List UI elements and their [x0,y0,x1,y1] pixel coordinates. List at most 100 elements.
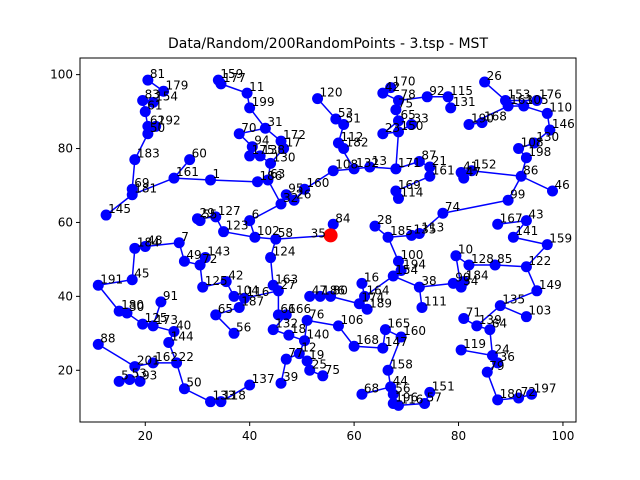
node-point [325,290,337,302]
node-label: 162 [155,350,178,364]
mst-edge [471,169,522,177]
node-label: 122 [528,254,551,268]
node-point [301,355,313,367]
node-label: 151 [432,379,455,393]
y-tick-label: 80 [58,142,73,156]
node-label: 42 [385,80,400,94]
node-label: 135 [502,293,525,307]
node-point [147,96,159,108]
node-point [173,237,185,249]
node-label: 108 [521,136,544,150]
node-point [502,100,514,112]
node-point [275,198,287,210]
node-point [252,176,264,188]
node-point [168,325,180,337]
node-point [254,150,266,162]
node-label: 137 [252,372,275,386]
node-point [476,117,488,129]
mst-edge [304,170,334,190]
node-point [481,366,493,378]
node-label: 46 [555,178,570,192]
node-point [275,377,287,389]
node-label: 173 [155,313,178,327]
node-label: 106 [340,313,363,327]
node-label: 17 [286,136,301,150]
node-point [246,141,258,153]
node-point [338,119,350,131]
node-label: 53 [338,106,353,120]
node-label: 186 [322,283,345,297]
node-label: 23 [385,121,400,135]
node-point [377,128,389,140]
node-point [450,250,462,262]
node-label: 31 [267,115,282,129]
node-point [421,91,433,103]
mst-edge [500,290,538,307]
node-label: 141 [515,224,538,238]
node-label: 66 [280,302,295,316]
node-label: 65 [400,108,415,122]
node-point [233,128,245,140]
node-point [270,233,282,245]
node-label: 169 [398,178,421,192]
node-point [205,396,217,408]
node-point [129,361,141,373]
x-tick-label: 40 [242,429,257,443]
node-point [265,157,277,169]
node-label: 91 [163,289,178,303]
node-label: 24 [494,342,509,356]
node-point [455,344,467,356]
node-label: 105 [526,93,549,107]
node-label: 69 [134,176,149,190]
node-point [92,279,104,291]
node-point [515,170,527,182]
node-point [492,394,504,406]
plot-frame [79,57,577,423]
node-point [142,128,154,140]
node-label: 18 [291,322,306,336]
y-axis: 20 40 60 80 100 [50,68,80,377]
node-label: 70 [241,121,256,135]
mst-edge [520,175,553,192]
node-label: 95 [288,182,303,196]
node-label: 7 [181,230,189,244]
node-point [377,342,389,354]
node-label: 63 [270,167,285,181]
node-point [406,119,418,131]
node-label: 51 [346,112,361,126]
node-label: 196 [395,391,418,405]
node-label: 145 [108,202,131,216]
node-point [267,324,279,336]
node-label: 167 [500,211,523,225]
node-label: 75 [325,363,340,377]
node-point [210,211,222,223]
node-label: 159 [549,232,572,246]
node-label: 42 [228,269,243,283]
node-point [364,161,376,173]
node-point [304,364,316,376]
node-point [463,259,475,271]
node-point [492,357,504,369]
node-label: 11 [249,80,264,94]
node-label: 92 [429,84,444,98]
node-point [531,94,543,106]
node-point [424,386,436,398]
node-point [233,301,245,313]
node-point [142,74,154,86]
node-point [413,155,425,167]
node-label: 184 [466,269,489,283]
node-label: 68 [364,381,379,395]
node-point [228,327,240,339]
node-label: 130 [536,130,559,144]
node-point [338,143,350,155]
node-label: 40 [176,318,191,332]
node-point [382,364,394,376]
node-point [100,209,112,221]
node-label: 64 [492,317,507,331]
node-point [147,320,159,332]
node-point [395,331,407,343]
mst-edge [387,336,402,371]
node-label: 76 [309,307,324,321]
node-point [178,383,190,395]
node-label: 80 [333,283,348,297]
